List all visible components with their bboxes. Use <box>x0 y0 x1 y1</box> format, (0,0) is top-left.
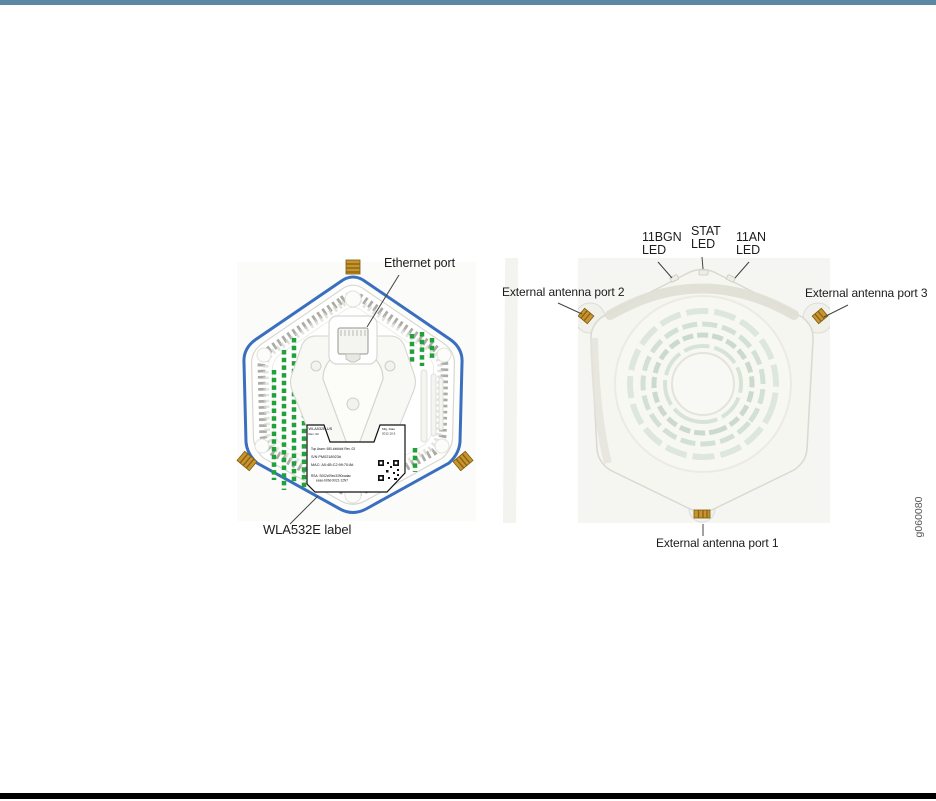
label-rev: Rev: 02 <box>309 432 320 436</box>
top-divider-rule <box>0 0 936 5</box>
callout-wla532e-label: WLA532E label <box>263 522 352 537</box>
ethernet-port <box>328 315 378 365</box>
housing-grooves <box>420 369 444 443</box>
back-view-photo: WLA532E-US Rev: 02 Mfg. Date 2012.10.5 T… <box>236 259 476 521</box>
figure-code: g060080 <box>913 496 925 538</box>
radome-rings <box>614 295 792 473</box>
label-assembly: Top Assm: 650.###### Rev. 03 <box>311 447 355 451</box>
led-stat-window <box>698 269 709 276</box>
led-windows <box>669 269 736 283</box>
antenna-connector-bottom-right <box>452 450 474 472</box>
callout-11an-led: 11AN LED <box>736 230 766 257</box>
antenna-connector-bottom-left <box>236 450 258 472</box>
label-serial: S/N PM0218923# <box>311 455 342 459</box>
label-model: WLA532E-US <box>309 427 333 431</box>
callout-antenna-port-2: External antenna port 2 <box>502 285 625 299</box>
photo-edge-strip <box>502 258 518 523</box>
antenna-connector-top <box>345 259 361 275</box>
label-mfg-2: 2012.10.5 <box>382 432 396 436</box>
label-rsa-1: RSA: S002c09ec3390cadac <box>311 474 351 478</box>
led-11bgn-window <box>669 274 679 283</box>
label-mfg-1: Mfg. Date <box>382 427 395 431</box>
callout-antenna-port-1: External antenna port 1 <box>656 536 779 550</box>
top-rim-shading <box>605 283 799 320</box>
callout-antenna-port-3: External antenna port 3 <box>805 286 928 300</box>
bottom-divider-rule <box>0 793 936 799</box>
label-mac: MAC: A0:4B:C2:99:70:8# <box>311 463 354 467</box>
label-rsa-2: eeae-b0bd-9021-12N7 <box>316 479 348 483</box>
external-antenna-port-1-connector <box>693 509 711 519</box>
callout-11bgn-led: 11BGN LED <box>642 230 682 257</box>
callout-stat-led: STAT LED <box>691 224 721 251</box>
qr-code <box>378 460 399 481</box>
front-view-photo <box>578 258 830 523</box>
callout-ethernet-port: Ethernet port <box>384 256 455 270</box>
product-label: WLA532E-US Rev: 02 Mfg. Date 2012.10.5 T… <box>306 424 406 493</box>
led-11an-window <box>726 274 736 283</box>
left-rim-shading <box>590 337 612 465</box>
